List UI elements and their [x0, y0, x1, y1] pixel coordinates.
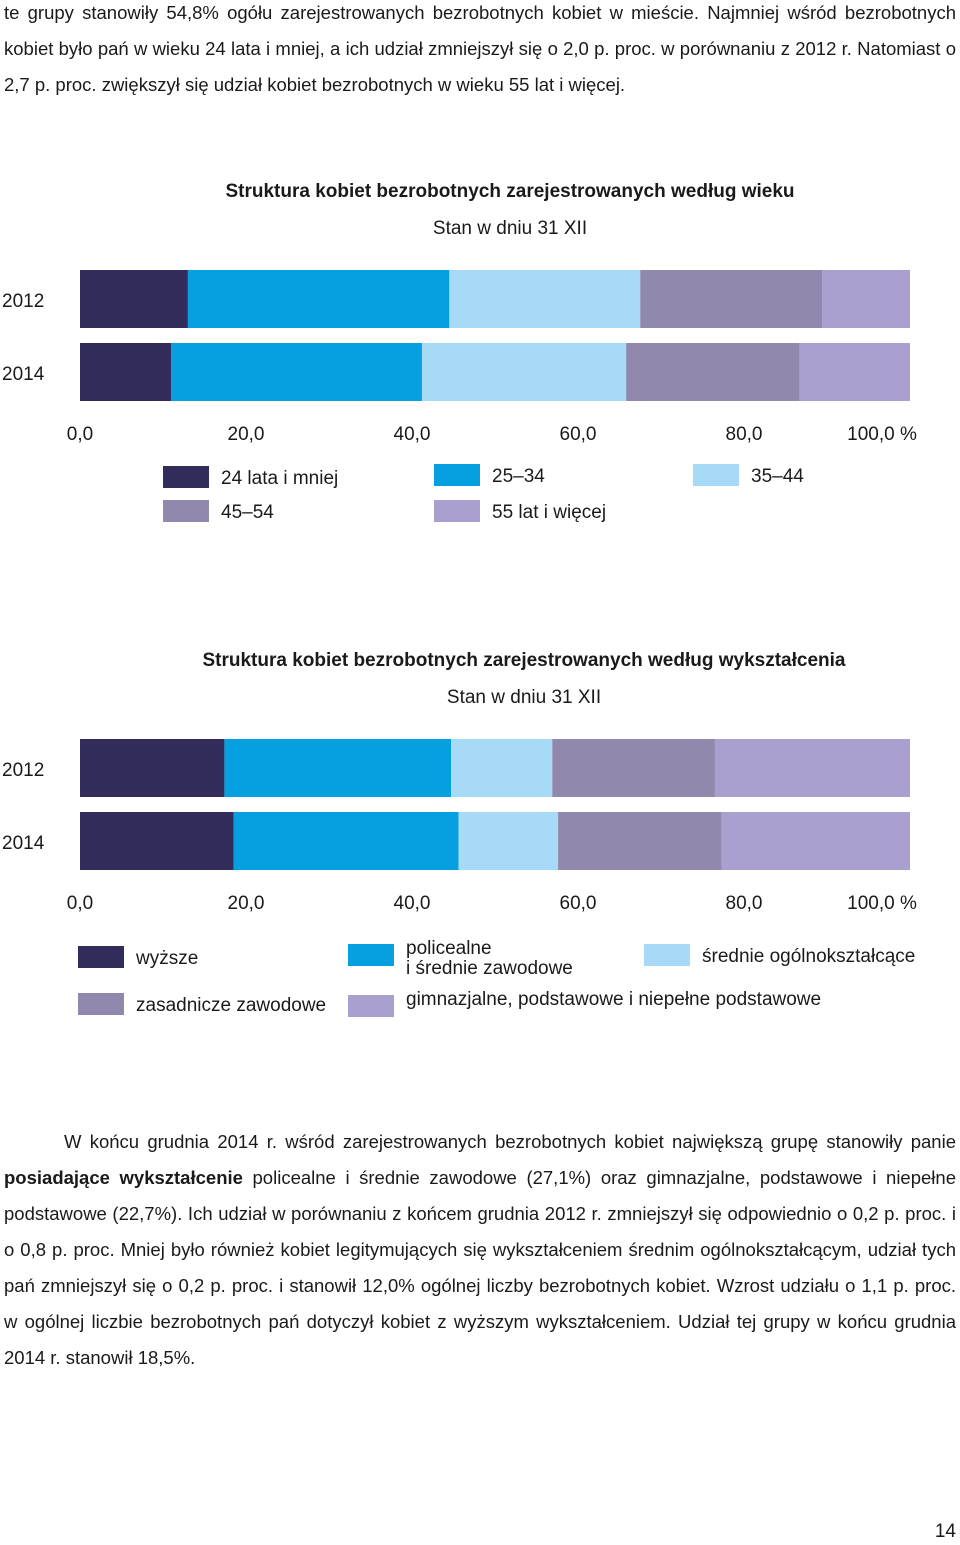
legend-swatch [348, 944, 394, 966]
bar-segment [451, 739, 553, 797]
outro-paragraph: W końcu grudnia 2014 r. wśród zarejestro… [4, 1124, 956, 1376]
legend-swatch [434, 500, 480, 522]
outro-text-2: policealne i średnie zawodowe (27,1%) or… [4, 1167, 956, 1368]
bar-segment [626, 343, 800, 401]
bar-segment [171, 343, 422, 401]
legend-swatch [693, 464, 739, 486]
bar-segment [421, 343, 627, 401]
bar-segment [714, 739, 910, 797]
legend-label: 25–34 [492, 466, 545, 487]
intro-paragraph: te grupy stanowiły 54,8% ogółu zarejestr… [4, 2, 956, 95]
x-tick-label: 60,0 [560, 893, 597, 914]
bar-segment [80, 812, 234, 870]
outro-bold: posiadające wykształcenie [4, 1167, 243, 1188]
legend-swatch [163, 500, 209, 522]
outro-text-1: W końcu grudnia 2014 r. wśród zarejestro… [64, 1131, 956, 1152]
bar-segment [458, 812, 559, 870]
x-tick-label: 0,0 [67, 893, 93, 914]
legend-label-line: i średnie zawodowe [406, 958, 573, 979]
legend-label: 45–54 [221, 502, 274, 523]
x-tick-label: 20,0 [228, 424, 265, 445]
legend-label-line: policealne [406, 938, 492, 959]
page-number: 14 [934, 1521, 956, 1542]
legend-swatch [78, 993, 124, 1015]
x-tick-label: 60,0 [560, 424, 597, 445]
bar-segment [640, 270, 823, 328]
legend-label: 35–44 [751, 466, 804, 487]
legend-label: wyższe [135, 948, 198, 969]
legend-swatch [348, 995, 394, 1017]
x-tick-label: 0,0 [67, 424, 93, 445]
chart-age-title: Struktura kobiet bezrobotnych zarejestro… [225, 181, 795, 202]
legend-swatch [78, 946, 124, 968]
bar-segment [552, 739, 715, 797]
category-label: 2012 [2, 760, 44, 781]
legend-swatch [644, 944, 690, 966]
bar-segment [449, 270, 641, 328]
x-tick-label: 100,0 % [847, 424, 917, 445]
category-label: 2012 [2, 291, 44, 312]
legend-swatch [163, 466, 209, 488]
bar-segment [224, 739, 452, 797]
bar-segment [558, 812, 722, 870]
category-label: 2014 [2, 364, 45, 385]
legend-swatch [434, 464, 480, 486]
x-tick-label: 100,0 % [847, 893, 917, 914]
bar-segment [80, 343, 172, 401]
bar-segment [233, 812, 459, 870]
legend-label: gimnazjalne, podstawowe i niepełne podst… [406, 989, 821, 1010]
x-tick-label: 80,0 [726, 893, 763, 914]
x-tick-label: 40,0 [394, 893, 431, 914]
chart-edu: 2012 2014 0,0 20,0 40,0 60,0 80,0 100,0 % wyższe… [2, 739, 917, 1017]
chart-age: 2012 2014 0,0 20,0 40,0 60,0 80,0 100,0 % 24 lat… [2, 270, 917, 523]
category-label: 2014 [2, 833, 45, 854]
x-tick-label: 40,0 [394, 424, 431, 445]
bar-segment [187, 270, 450, 328]
legend-label: 24 lata i mniej [221, 468, 338, 489]
x-tick-label: 20,0 [228, 893, 265, 914]
chart-edu-title: Struktura kobiet bezrobotnych zarejestro… [202, 650, 846, 671]
chart-edu-subtitle: Stan w dniu 31 XII [446, 687, 602, 708]
bar-segment [799, 343, 910, 401]
chart-age-subtitle: Stan w dniu 31 XII [432, 218, 588, 239]
legend-label: policealne i średnie zawodowe [406, 938, 573, 979]
legend-label: średnie ogólnokształcące [702, 946, 915, 967]
bar-segment [721, 812, 910, 870]
legend-label-line: gimnazjalne, podstawowe i niepełne podst… [406, 989, 821, 1010]
legend-label: zasadnicze zawodowe [136, 995, 326, 1016]
x-tick-label: 80,0 [726, 424, 763, 445]
legend-label: 55 lat i więcej [492, 502, 606, 523]
bar-segment [80, 270, 188, 328]
bar-segment [822, 270, 910, 328]
bar-segment [80, 739, 225, 797]
